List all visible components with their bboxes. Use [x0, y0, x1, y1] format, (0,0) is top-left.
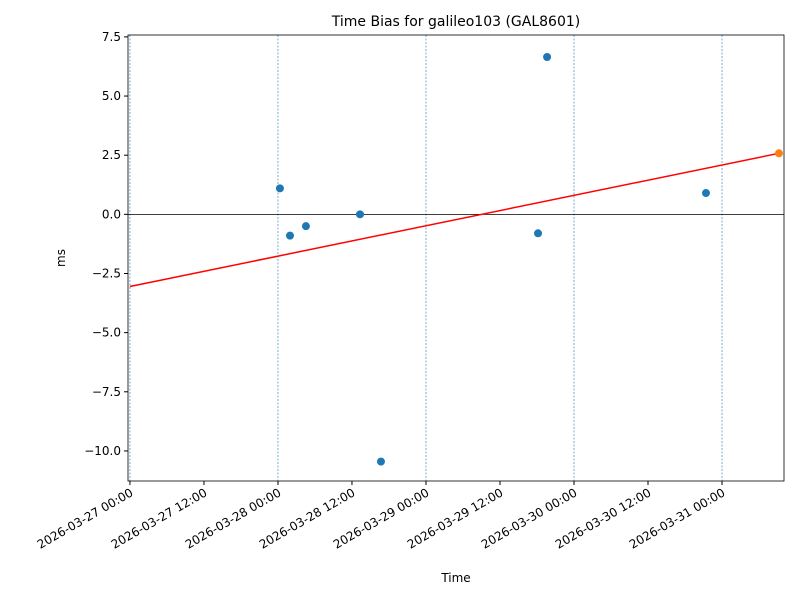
point: [376, 457, 385, 466]
y-tick-label: 2.5: [102, 148, 121, 162]
y-tick-label: −10.0: [84, 444, 121, 458]
y-tick-label: −2.5: [92, 266, 121, 280]
point: [285, 231, 294, 240]
point: [301, 222, 310, 231]
y-tick-label: 7.5: [102, 30, 121, 44]
point: [543, 53, 552, 62]
point: [275, 184, 284, 193]
x-axis-label: Time: [440, 571, 470, 585]
point: [534, 229, 543, 238]
y-tick-label: −7.5: [92, 385, 121, 399]
y-tick-label: 0.0: [102, 207, 121, 221]
y-axis-label: ms: [54, 249, 68, 267]
point: [701, 189, 710, 198]
fit-line: [129, 152, 780, 288]
chart-title: Time Bias for galileo103 (GAL8601): [331, 14, 581, 30]
plot-frame: [127, 34, 785, 482]
y-tick-label: −5.0: [92, 326, 121, 340]
y-tick-label: 5.0: [102, 89, 121, 103]
point: [355, 210, 364, 219]
point: [774, 149, 783, 158]
